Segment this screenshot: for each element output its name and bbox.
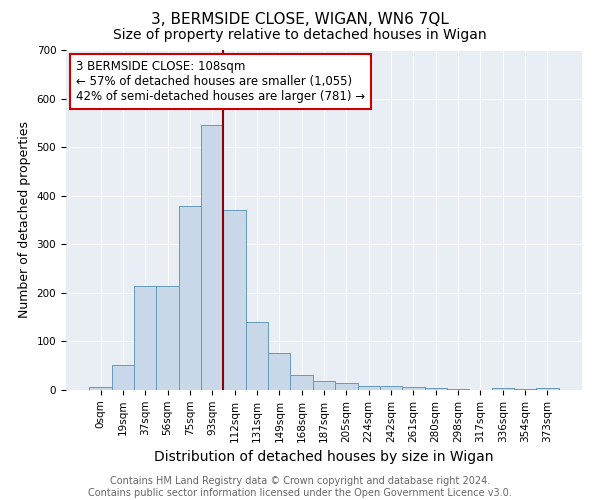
Bar: [179, 206, 201, 390]
Bar: [335, 383, 358, 390]
Bar: [358, 386, 380, 390]
Text: Size of property relative to detached houses in Wigan: Size of property relative to detached ho…: [113, 28, 487, 42]
Bar: [536, 388, 559, 390]
Bar: [134, 286, 157, 390]
Bar: [112, 364, 134, 390]
Bar: [89, 386, 112, 390]
Text: 3, BERMSIDE CLOSE, WIGAN, WN6 7QL: 3, BERMSIDE CLOSE, WIGAN, WN6 7QL: [151, 12, 449, 28]
X-axis label: Distribution of detached houses by size in Wigan: Distribution of detached houses by size …: [154, 450, 494, 464]
Bar: [313, 381, 335, 390]
Bar: [268, 353, 290, 390]
Bar: [425, 388, 447, 390]
Bar: [201, 125, 223, 390]
Bar: [491, 388, 514, 390]
Y-axis label: Number of detached properties: Number of detached properties: [18, 122, 31, 318]
Bar: [223, 210, 246, 390]
Bar: [157, 286, 179, 390]
Bar: [380, 386, 402, 390]
Bar: [290, 375, 313, 390]
Bar: [514, 389, 536, 390]
Text: 3 BERMSIDE CLOSE: 108sqm
← 57% of detached houses are smaller (1,055)
42% of sem: 3 BERMSIDE CLOSE: 108sqm ← 57% of detach…: [76, 60, 365, 103]
Bar: [246, 322, 268, 390]
Bar: [402, 387, 425, 390]
Bar: [447, 389, 469, 390]
Text: Contains HM Land Registry data © Crown copyright and database right 2024.
Contai: Contains HM Land Registry data © Crown c…: [88, 476, 512, 498]
